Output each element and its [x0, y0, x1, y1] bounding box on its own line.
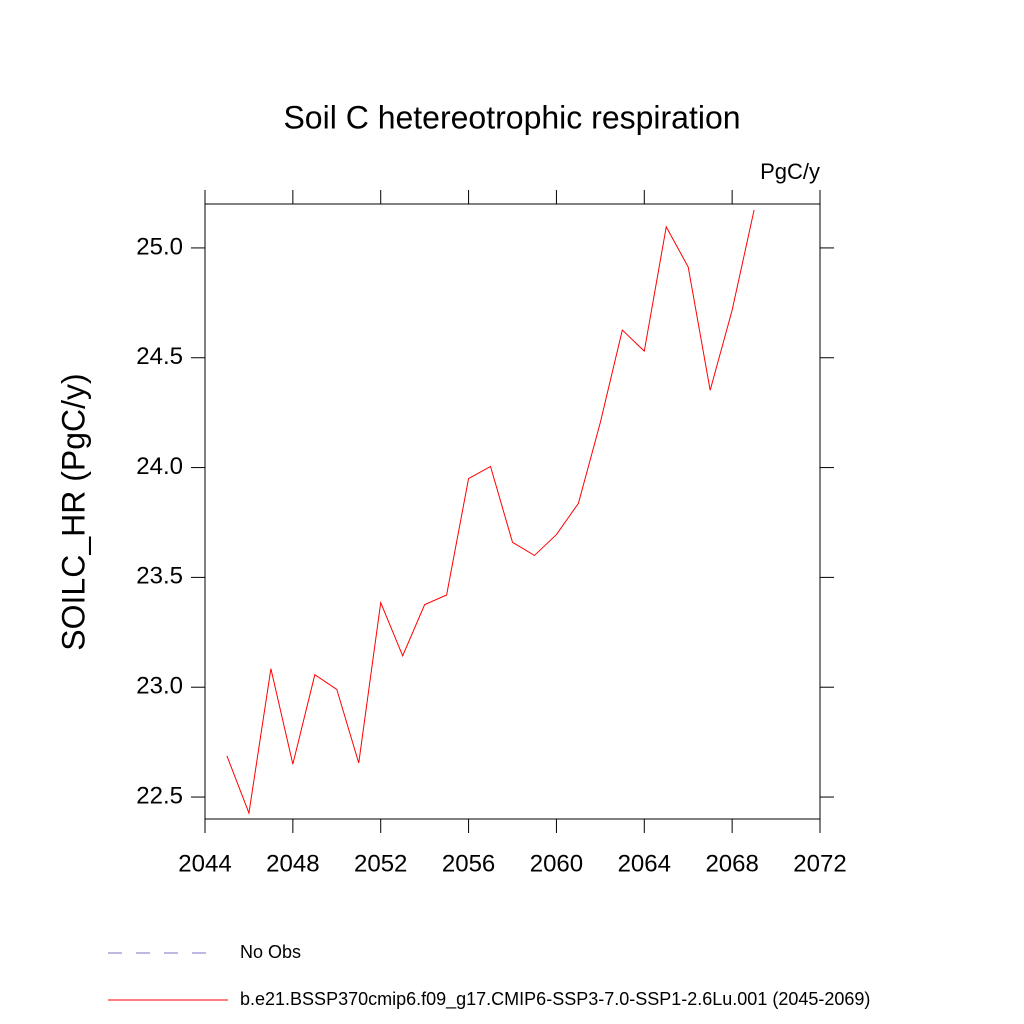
plot-frame: [204, 203, 821, 820]
x-tick-label: 2060: [530, 850, 583, 877]
y-tick-label: 25.0: [136, 233, 183, 260]
y-tick-label: 24.5: [136, 343, 183, 370]
x-tick-label: 2052: [354, 850, 407, 877]
x-tick-label: 2048: [266, 850, 319, 877]
legend-label: No Obs: [240, 942, 301, 962]
chart-title: Soil C hetereotrophic respiration: [283, 99, 740, 135]
x-tick-label: 2068: [705, 850, 758, 877]
x-tick-label: 2064: [618, 850, 671, 877]
units-label: PgC/y: [760, 159, 820, 184]
y-tick-label: 23.5: [136, 563, 183, 590]
y-axis-label: SOILC_HR (PgC/y): [55, 373, 91, 650]
y-tick-label: 24.0: [136, 453, 183, 480]
y-tick-label: 22.5: [136, 782, 183, 809]
data-line: [226, 209, 755, 816]
legend-label: b.e21.BSSP370cmip6.f09_g17.CMIP6-SSP3-7.…: [240, 989, 870, 1010]
x-tick-label: 2072: [793, 850, 846, 877]
x-tick-label: 2044: [178, 850, 231, 877]
x-tick-label: 2056: [442, 850, 495, 877]
y-tick-label: 23.0: [136, 673, 183, 700]
